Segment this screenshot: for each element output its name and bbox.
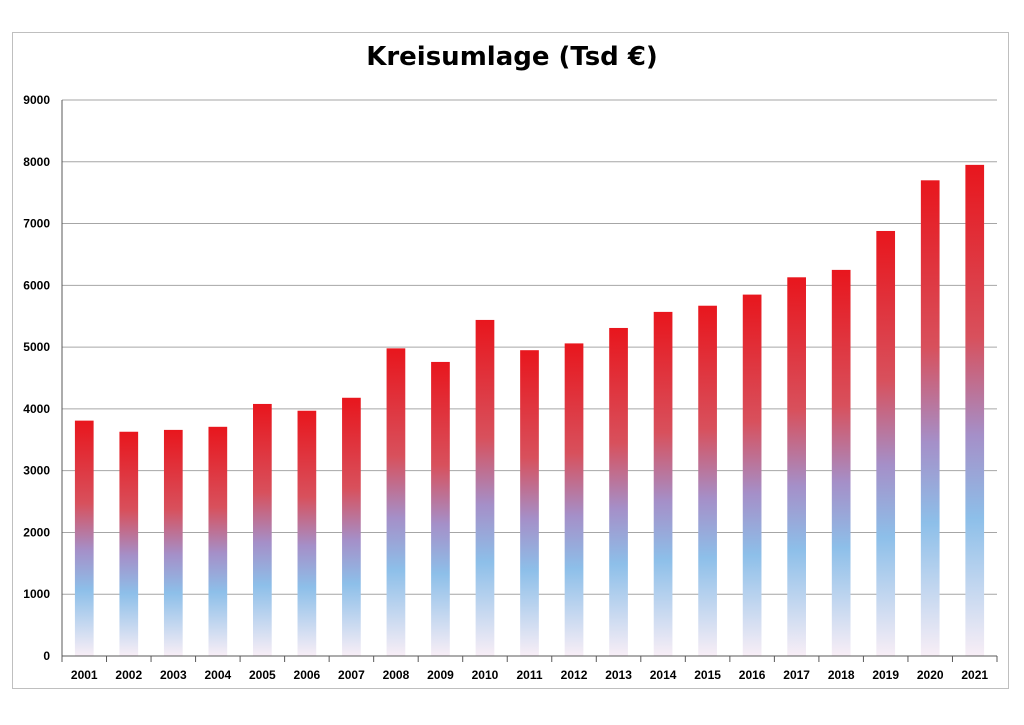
x-tick-label: 2020 — [917, 668, 944, 682]
y-tick-labels: 0 1000 2000 3000 4000 5000 6000 7000 8000 9000 — [23, 93, 50, 663]
chart-title: Kreisumlage (Tsd €) — [366, 42, 658, 72]
y-tick-label: 9000 — [23, 93, 50, 107]
bar-2021 — [965, 164, 985, 656]
x-tick-label: 2009 — [427, 668, 454, 682]
x-tick-label: 2005 — [249, 668, 276, 682]
bar-2002 — [119, 431, 139, 656]
bars — [74, 164, 985, 657]
axes — [61, 100, 998, 662]
y-tick-label: 6000 — [23, 278, 50, 292]
bar-2020 — [920, 180, 940, 657]
y-tick-label: 7000 — [23, 217, 50, 231]
bar-2018 — [831, 269, 851, 656]
x-tick-label: 2007 — [338, 668, 365, 682]
bar-2004 — [208, 426, 228, 656]
y-tick-label: 4000 — [23, 402, 50, 416]
bar-2010 — [475, 319, 495, 656]
x-tick-label: 2001 — [71, 668, 98, 682]
x-tick-label: 2016 — [739, 668, 766, 682]
bar-2003 — [163, 429, 183, 656]
x-tick-label: 2017 — [783, 668, 810, 682]
bar-2009 — [431, 361, 450, 656]
bar-2014 — [653, 311, 673, 656]
bar-2013 — [609, 327, 628, 656]
bar-2012 — [564, 343, 584, 656]
x-tick-label: 2010 — [472, 668, 499, 682]
x-tick-label: 2013 — [605, 668, 632, 682]
x-tick-label: 2004 — [204, 668, 231, 682]
y-tick-label: 0 — [43, 649, 50, 663]
y-tick-label: 8000 — [23, 155, 50, 169]
x-tick-label: 2018 — [828, 668, 855, 682]
x-tick-label: 2021 — [961, 668, 988, 682]
x-tick-label: 2002 — [115, 668, 142, 682]
bar-2007 — [342, 397, 361, 656]
bar-2008 — [386, 348, 406, 656]
bar-2015 — [698, 305, 717, 656]
bar-2016 — [742, 294, 762, 656]
y-tick-label: 3000 — [23, 464, 50, 478]
y-tick-label: 2000 — [23, 525, 50, 539]
bar-2001 — [74, 420, 94, 656]
x-tick-label: 2012 — [561, 668, 588, 682]
y-tick-label: 1000 — [23, 587, 50, 601]
x-tick-label: 2015 — [694, 668, 721, 682]
x-tick-label: 2008 — [383, 668, 410, 682]
bar-2006 — [297, 410, 317, 656]
x-tick-label: 2003 — [160, 668, 187, 682]
bar-2011 — [520, 350, 539, 656]
x-tick-label: 2006 — [294, 668, 321, 682]
bar-2019 — [876, 230, 896, 657]
bar-2017 — [787, 277, 806, 656]
x-tick-label: 2014 — [650, 668, 677, 682]
x-tick-labels: 2001 2002 2003 2004 2005 2006 2007 2008 2009 2010… — [71, 668, 988, 682]
x-tick-label: 2011 — [516, 668, 542, 682]
y-tick-label: 5000 — [23, 340, 50, 354]
x-tick-label: 2019 — [872, 668, 899, 682]
bar-2005 — [253, 403, 272, 656]
